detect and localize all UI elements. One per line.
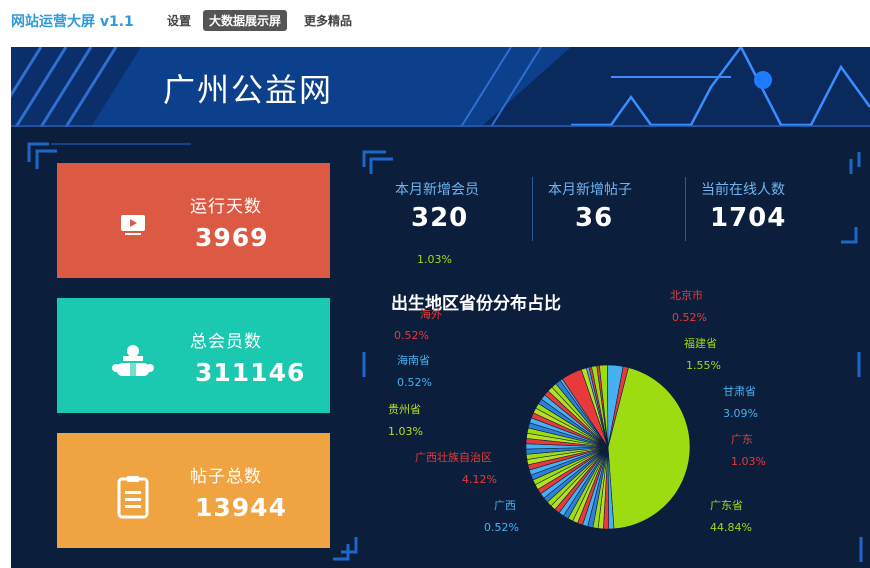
province-pie-chart: [525, 364, 691, 530]
card-label: 帖子总数: [190, 467, 262, 487]
new-members-label: 本月新增会员: [395, 182, 479, 198]
runtime-days-card: 运行天数 3969: [57, 163, 330, 278]
nav-settings-link[interactable]: 设置: [167, 14, 192, 28]
dashboard-screen: 广州公益网 运行天数 3969: [11, 47, 870, 568]
new-posts-value: 36: [575, 203, 614, 233]
new-members-value: 320: [411, 203, 469, 233]
label-hainan-pct: 0.52%: [397, 376, 432, 389]
label-beijing-name: 北京市: [670, 289, 703, 302]
chart-title: 出生地区省份分布占比: [391, 294, 561, 314]
label-guangxi-name: 广西: [494, 499, 516, 512]
label-fujian-pct: 1.55%: [686, 359, 721, 372]
label-guangdongsheng-name: 广东省: [710, 499, 743, 512]
label-fujian-name: 福建省: [684, 337, 717, 350]
total-posts-card: 帖子总数 13944: [57, 433, 330, 548]
card-label: 总会员数: [190, 332, 262, 352]
card-value: 311146: [195, 358, 306, 387]
card-value: 3969: [195, 223, 269, 252]
label-guangdong-name: 广东: [731, 433, 753, 446]
nav-more-link[interactable]: 更多精品: [304, 14, 353, 28]
label-top-pct: 1.03%: [417, 253, 452, 266]
label-guizhou-name: 贵州省: [388, 403, 421, 416]
site-title: 广州公益网: [163, 71, 334, 109]
online-users-value: 1704: [710, 203, 787, 233]
tv-play-icon: [121, 215, 145, 235]
stat-divider: [532, 177, 533, 241]
card-value: 13944: [195, 493, 287, 522]
total-members-card: 总会员数 311146: [57, 298, 330, 413]
top-navigation: 网站运营大屏 v1.1 设置 大数据展示屏 更多精品: [0, 0, 870, 44]
label-guangxi-zone-name: 广西壮族自治区: [415, 451, 492, 464]
users-icon: [112, 345, 154, 376]
label-overseas-pct: 0.52%: [394, 329, 429, 342]
clipboard-icon: [117, 476, 149, 519]
label-hainan-name: 海南省: [397, 354, 430, 367]
app-title: 网站运营大屏 v1.1: [11, 14, 134, 30]
label-guangdong-pct: 1.03%: [731, 455, 766, 468]
label-gansu-pct: 3.09%: [723, 407, 758, 420]
online-users-label: 当前在线人数: [701, 182, 785, 198]
label-beijing-pct: 0.52%: [672, 311, 707, 324]
stat-divider: [685, 177, 686, 241]
pie-slice: [607, 366, 629, 448]
label-guangxi-zone-pct: 4.12%: [462, 473, 497, 486]
frame-corner-decoration: [27, 142, 863, 562]
label-guizhou-pct: 1.03%: [388, 425, 423, 438]
new-posts-label: 本月新增帖子: [548, 182, 632, 198]
pie-slice: [607, 367, 691, 530]
nav-bigscreen-tab[interactable]: 大数据展示屏: [203, 10, 288, 31]
label-guangdongsheng-pct: 44.84%: [710, 521, 752, 534]
label-overseas-name: 海外: [420, 308, 442, 321]
card-label: 运行天数: [190, 197, 262, 217]
label-gansu-name: 甘肃省: [723, 385, 756, 398]
header-decoration: [11, 47, 870, 127]
label-guangxi-pct: 0.52%: [484, 521, 519, 534]
